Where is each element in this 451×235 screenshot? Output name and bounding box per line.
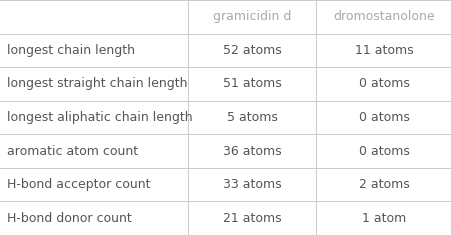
Text: 33 atoms: 33 atoms — [222, 178, 281, 191]
Text: 2 atoms: 2 atoms — [358, 178, 409, 191]
Text: 0 atoms: 0 atoms — [358, 111, 409, 124]
Text: 36 atoms: 36 atoms — [222, 145, 281, 158]
Text: longest chain length: longest chain length — [7, 44, 134, 57]
Text: 52 atoms: 52 atoms — [222, 44, 281, 57]
Text: gramicidin d: gramicidin d — [212, 10, 290, 23]
Text: 0 atoms: 0 atoms — [358, 145, 409, 158]
Text: 21 atoms: 21 atoms — [222, 212, 281, 225]
Text: 11 atoms: 11 atoms — [354, 44, 413, 57]
Text: 1 atom: 1 atom — [361, 212, 405, 225]
Text: 5 atoms: 5 atoms — [226, 111, 277, 124]
Text: longest straight chain length: longest straight chain length — [7, 77, 187, 90]
Text: aromatic atom count: aromatic atom count — [7, 145, 138, 158]
Text: H-bond donor count: H-bond donor count — [7, 212, 131, 225]
Text: dromostanolone: dromostanolone — [333, 10, 434, 23]
Text: 51 atoms: 51 atoms — [222, 77, 281, 90]
Text: H-bond acceptor count: H-bond acceptor count — [7, 178, 150, 191]
Text: longest aliphatic chain length: longest aliphatic chain length — [7, 111, 192, 124]
Text: 0 atoms: 0 atoms — [358, 77, 409, 90]
